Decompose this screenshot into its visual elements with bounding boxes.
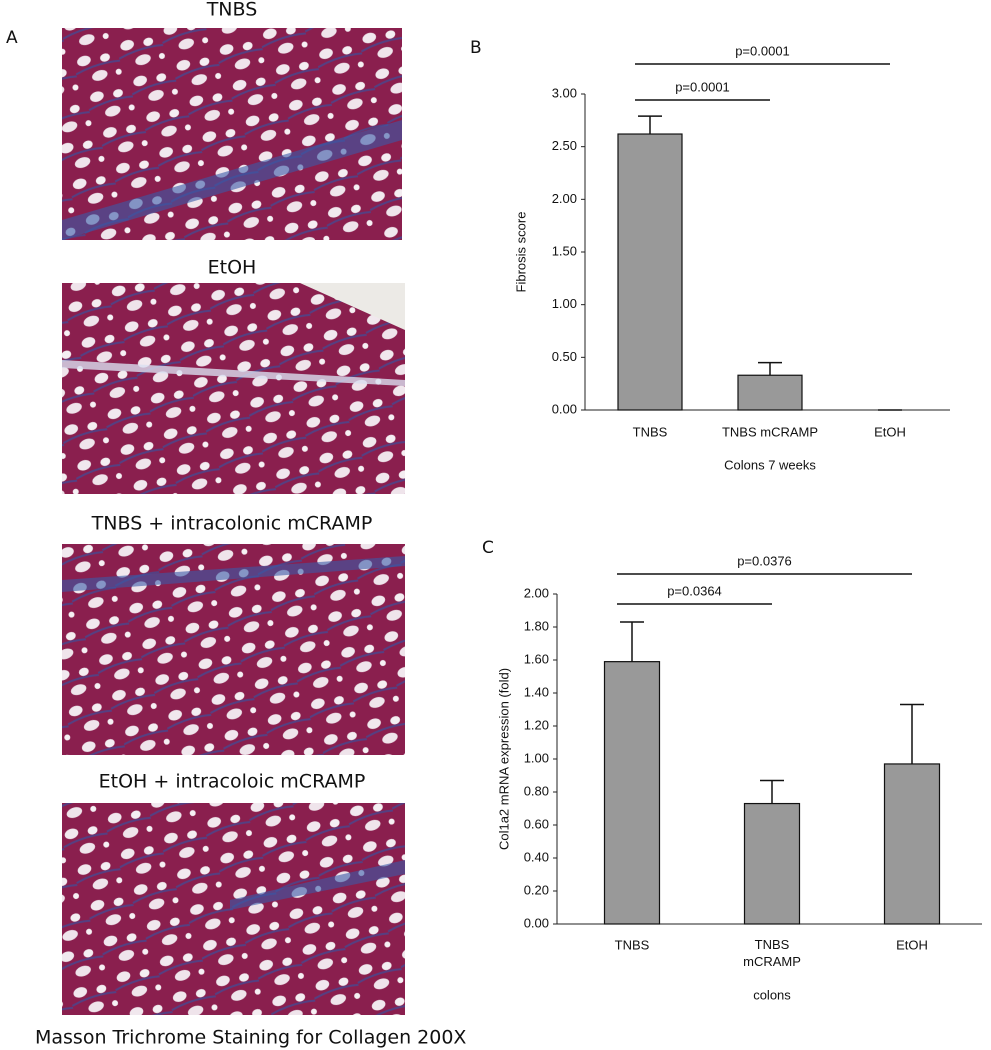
panel-label: C [482,538,494,558]
y-tick-label: 1.40 [524,684,549,699]
y-axis-label: Col1a2 mRNA expression (fold) [496,668,511,850]
y-tick-label: 2.00 [524,585,549,600]
x-axis-label: Colons 7 weeks [724,457,816,472]
x-tick-label: TNBS [633,424,668,439]
micrograph: TNBS [62,0,402,240]
y-tick-label: 0.40 [524,849,549,864]
bar [603,661,661,925]
y-tick-label: 3.00 [552,85,577,100]
y-axis-label: Fibrosis score [513,212,528,293]
x-axis-label: colons [753,987,791,1002]
bar [743,802,801,925]
y-tick-label: 0.00 [552,401,577,416]
panel-label: A [6,28,18,48]
image-title: TNBS + intracolonic mCRAMP [91,513,373,535]
y-tick-label: 2.50 [552,138,577,153]
error-bar [760,779,784,804]
image-title: EtOH [208,257,257,279]
image-title: EtOH + intracoloic mCRAMP [99,771,366,793]
error-bar [638,115,662,135]
y-tick-label: 0.00 [524,915,549,930]
bar [737,374,803,411]
image-detail [230,860,405,910]
significance-label: p=0.0364 [667,583,722,598]
significance-label: p=0.0001 [735,43,790,58]
y-tick-label: 0.60 [524,816,549,831]
image-detail [62,360,405,386]
image-detail [62,556,405,592]
bar [883,763,941,925]
x-tick-label: EtOH [896,937,928,952]
y-tick-label: 1.20 [524,717,549,732]
y-tick-label: 1.50 [552,243,577,258]
x-tick-label: TNBS mCRAMP [722,424,818,439]
image [62,283,405,494]
image-detail [62,120,402,240]
micrograph: EtOH + intracoloic mCRAMP [62,771,405,1015]
image-title: TNBS [206,0,258,21]
error-bar [620,621,644,662]
y-tick-label: 0.80 [524,783,549,798]
y-tick-label: 1.80 [524,618,549,633]
bar [617,133,683,411]
error-bar [758,361,782,376]
panel-label: B [470,38,482,58]
y-tick-label: 1.60 [524,651,549,666]
x-tick-label: TNBS [615,937,650,952]
x-tick-label: TNBS mCRAMP [743,937,801,969]
y-tick-label: 1.00 [524,750,549,765]
y-tick-label: 2.00 [552,191,577,206]
significance-label: p=0.0001 [675,79,730,94]
y-tick-label: 1.00 [552,296,577,311]
image-detail [300,283,405,330]
error-bar [900,703,924,764]
y-tick-label: 0.50 [552,349,577,364]
y-tick-label: 0.20 [524,882,549,897]
caption: Masson Trichrome Staining for Collagen 2… [35,1027,466,1049]
micrograph: EtOH [62,257,405,494]
significance-label: p=0.0376 [737,553,792,568]
x-tick-label: EtOH [874,424,906,439]
micrograph: TNBS + intracolonic mCRAMP [62,513,405,755]
